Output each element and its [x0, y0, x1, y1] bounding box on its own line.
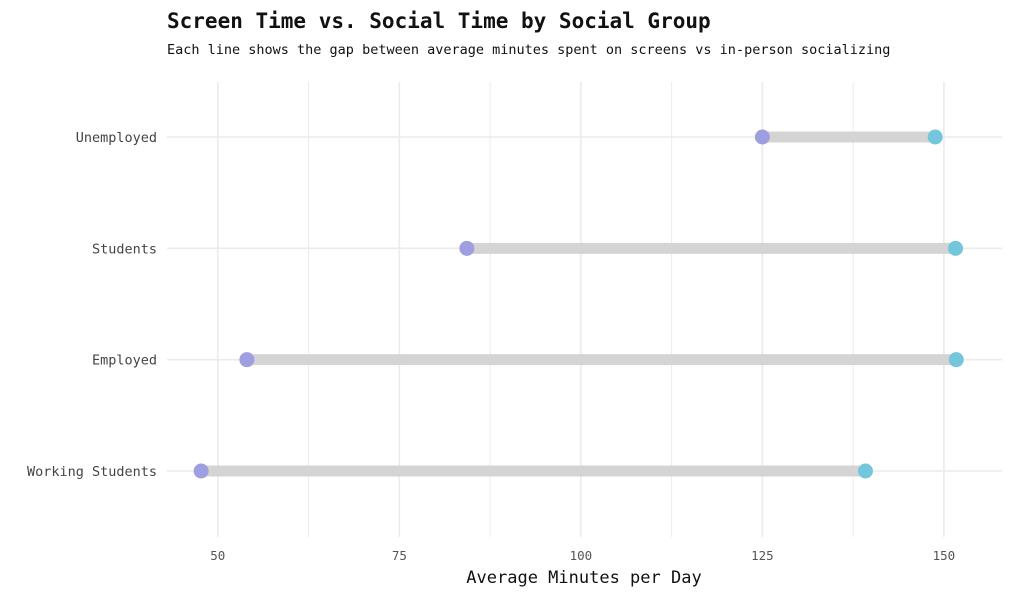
x-tick-label: 125 [751, 548, 774, 563]
chart-marks [193, 129, 964, 479]
chart-title: Screen Time vs. Social Time by Social Gr… [167, 9, 711, 33]
y-axis-ticks: Unemployed Students Employed Working Studen… [27, 130, 157, 480]
y-tick-label: Students [92, 241, 157, 257]
x-tick-label: 50 [210, 548, 225, 563]
x-tick-label: 75 [392, 548, 407, 563]
x-axis-ticks: 50 75 100 125 150 [210, 548, 955, 563]
high-value-point [948, 352, 964, 368]
low-value-point [239, 352, 255, 368]
x-axis-label: Average Minutes per Day [466, 568, 701, 588]
y-tick-label: Working Students [27, 464, 157, 480]
high-value-point [857, 463, 873, 479]
low-value-point [193, 463, 209, 479]
x-tick-label: 100 [570, 548, 593, 563]
y-tick-label: Unemployed [76, 130, 157, 146]
low-value-point [754, 129, 770, 145]
low-value-point [459, 240, 475, 256]
y-tick-label: Employed [92, 353, 157, 369]
chart-subtitle: Each line shows the gap between average … [167, 42, 890, 58]
x-tick-label: 150 [933, 548, 956, 563]
high-value-point [927, 129, 943, 145]
high-value-point [948, 240, 964, 256]
